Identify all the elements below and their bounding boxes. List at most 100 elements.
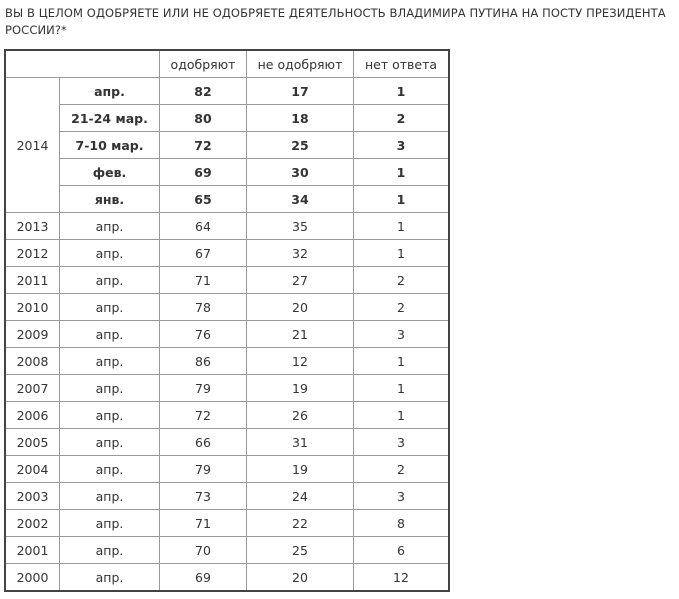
disapprove-cell: 19 bbox=[246, 374, 354, 402]
table-row: 2001 апр. 70 25 6 bbox=[4, 536, 450, 564]
no-answer-cell: 3 bbox=[353, 320, 450, 348]
no-answer-cell: 1 bbox=[353, 347, 450, 375]
year-cell: 2000 bbox=[4, 563, 60, 592]
period-cell: апр. bbox=[59, 266, 160, 294]
no-answer-cell: 1 bbox=[353, 185, 450, 213]
table-row: 2006 апр. 72 26 1 bbox=[4, 401, 450, 429]
table-row: 2014 апр. 82 17 1 bbox=[4, 77, 450, 213]
no-answer-cell: 3 bbox=[353, 131, 450, 159]
no-answer-cell: 1 bbox=[353, 374, 450, 402]
table-row: 2008 апр. 86 12 1 bbox=[4, 347, 450, 375]
approve-cell: 80 bbox=[159, 104, 247, 132]
table-row: 2010 апр. 78 20 2 bbox=[4, 293, 450, 321]
period-cell: апр. bbox=[59, 293, 160, 321]
table-row: 2004 апр. 79 19 2 bbox=[4, 455, 450, 483]
no-answer-cell: 3 bbox=[353, 482, 450, 510]
table-row: янв. 65 34 1 bbox=[5, 185, 450, 213]
disapprove-cell: 20 bbox=[246, 293, 354, 321]
header-disapprove: не одобряют bbox=[246, 49, 354, 78]
table-header-row: одобряют не одобряют нет ответа bbox=[4, 49, 450, 78]
year-cell: 2012 bbox=[4, 239, 60, 267]
no-answer-cell: 12 bbox=[353, 563, 450, 592]
table-row: 2009 апр. 76 21 3 bbox=[4, 320, 450, 348]
disapprove-cell: 25 bbox=[246, 536, 354, 564]
period-cell: 21-24 мар. bbox=[59, 104, 160, 132]
period-cell: янв. bbox=[59, 185, 160, 213]
table-row: 2011 апр. 71 27 2 bbox=[4, 266, 450, 294]
no-answer-cell: 1 bbox=[353, 239, 450, 267]
period-cell: апр. bbox=[59, 374, 160, 402]
no-answer-cell: 8 bbox=[353, 509, 450, 537]
approve-cell: 76 bbox=[159, 320, 247, 348]
approve-cell: 73 bbox=[159, 482, 247, 510]
disapprove-cell: 27 bbox=[246, 266, 354, 294]
period-cell: апр. bbox=[59, 401, 160, 429]
year-cell: 2007 bbox=[4, 374, 60, 402]
approve-cell: 70 bbox=[159, 536, 247, 564]
approve-cell: 78 bbox=[159, 293, 247, 321]
table-row: 2005 апр. 66 31 3 bbox=[4, 428, 450, 456]
table-row: фев. 69 30 1 bbox=[5, 158, 450, 186]
no-answer-cell: 1 bbox=[353, 158, 450, 186]
header-approve: одобряют bbox=[159, 49, 247, 78]
period-cell: фев. bbox=[59, 158, 160, 186]
disapprove-cell: 30 bbox=[246, 158, 354, 186]
year-cell: 2009 bbox=[4, 320, 60, 348]
year-cell: 2013 bbox=[4, 212, 60, 240]
disapprove-cell: 20 bbox=[246, 563, 354, 592]
table-row: 21-24 мар. 80 18 2 bbox=[5, 104, 450, 132]
year-cell: 2011 bbox=[4, 266, 60, 294]
approve-cell: 65 bbox=[159, 185, 247, 213]
table-row: 2012 апр. 67 32 1 bbox=[4, 239, 450, 267]
period-cell: апр. bbox=[59, 536, 160, 564]
no-answer-cell: 2 bbox=[353, 455, 450, 483]
year-cell: 2006 bbox=[4, 401, 60, 429]
year-cell: 2004 bbox=[4, 455, 60, 483]
approval-table: одобряют не одобряют нет ответа 2014 апр.… bbox=[4, 49, 450, 592]
header-no-answer: нет ответа bbox=[353, 49, 450, 78]
disapprove-cell: 21 bbox=[246, 320, 354, 348]
year-cell: 2003 bbox=[4, 482, 60, 510]
approve-cell: 72 bbox=[159, 401, 247, 429]
period-cell: апр. bbox=[59, 455, 160, 483]
year-cell: 2002 bbox=[4, 509, 60, 537]
approve-cell: 64 bbox=[159, 212, 247, 240]
period-cell: 7-10 мар. bbox=[59, 131, 160, 159]
year-cell: 2001 bbox=[4, 536, 60, 564]
approve-cell: 82 bbox=[159, 77, 247, 105]
period-cell: апр. bbox=[59, 212, 160, 240]
disapprove-cell: 17 bbox=[246, 77, 354, 105]
page-title: ВЫ В ЦЕЛОМ ОДОБРЯЕТЕ ИЛИ НЕ ОДОБРЯЕТЕ ДЕ… bbox=[5, 6, 666, 37]
no-answer-cell: 2 bbox=[353, 104, 450, 132]
no-answer-cell: 2 bbox=[353, 266, 450, 294]
disapprove-cell: 32 bbox=[246, 239, 354, 267]
year-cell: 2005 bbox=[4, 428, 60, 456]
table-row: 2007 апр. 79 19 1 bbox=[4, 374, 450, 402]
no-answer-cell: 2 bbox=[353, 293, 450, 321]
disapprove-cell: 25 bbox=[246, 131, 354, 159]
table-row: 2000 апр. 69 20 12 bbox=[4, 563, 450, 592]
disapprove-cell: 18 bbox=[246, 104, 354, 132]
period-cell: апр. bbox=[59, 347, 160, 375]
table-row: 2003 апр. 73 24 3 bbox=[4, 482, 450, 510]
disapprove-cell: 34 bbox=[246, 185, 354, 213]
approve-cell: 86 bbox=[159, 347, 247, 375]
approve-cell: 79 bbox=[159, 374, 247, 402]
period-cell: апр. bbox=[59, 239, 160, 267]
no-answer-cell: 1 bbox=[353, 77, 450, 105]
no-answer-cell: 3 bbox=[353, 428, 450, 456]
year-cell: 2010 bbox=[4, 293, 60, 321]
disapprove-cell: 35 bbox=[246, 212, 354, 240]
period-cell: апр. bbox=[59, 563, 160, 592]
table-row: 2013 апр. 64 35 1 bbox=[4, 212, 450, 240]
table-row: 2002 апр. 71 22 8 bbox=[4, 509, 450, 537]
year-cell: 2008 bbox=[4, 347, 60, 375]
period-cell: апр. bbox=[59, 509, 160, 537]
period-cell: апр. bbox=[59, 320, 160, 348]
approve-cell: 69 bbox=[159, 563, 247, 592]
disapprove-cell: 19 bbox=[246, 455, 354, 483]
disapprove-cell: 22 bbox=[246, 509, 354, 537]
disapprove-cell: 12 bbox=[246, 347, 354, 375]
disapprove-cell: 24 bbox=[246, 482, 354, 510]
approve-cell: 69 bbox=[159, 158, 247, 186]
